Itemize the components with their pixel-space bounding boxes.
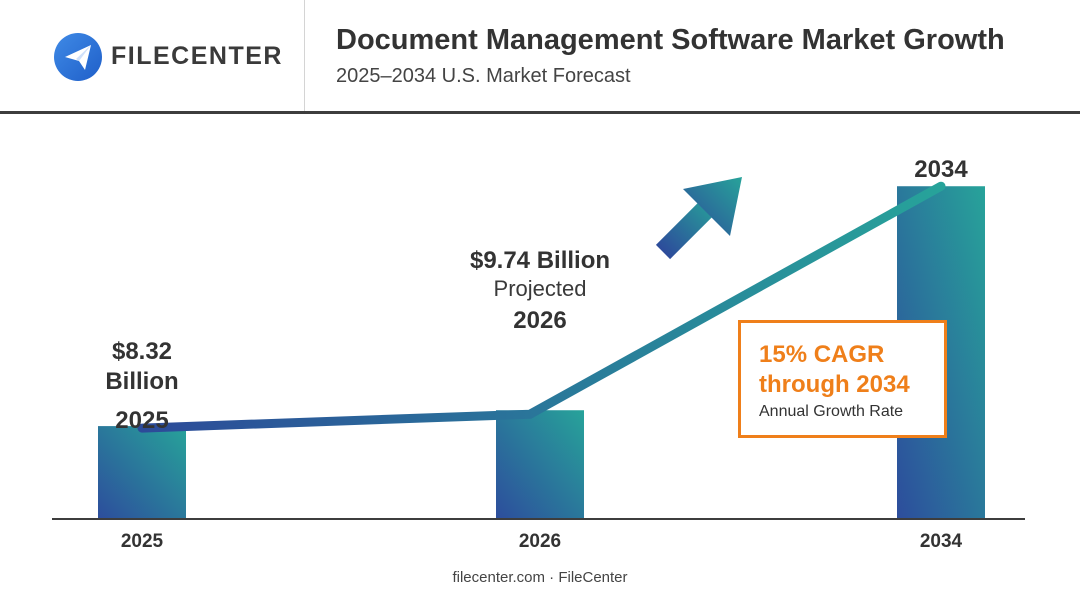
cagr-callout: 15% CAGR through 2034 Annual Growth Rate <box>738 320 947 438</box>
cagr-headline: 15% CAGR through 2034 <box>759 341 910 398</box>
x-tick-label: 2026 <box>519 531 561 552</box>
bar-2026-label: $9.74 Billion Projected 2026 <box>440 246 640 336</box>
footer-credit: filecenter.com · FileCenter <box>452 569 628 586</box>
bar-2025 <box>98 426 186 519</box>
x-tick-label: 2034 <box>920 531 963 552</box>
bar-2026-year-label: 2026 <box>513 307 567 334</box>
bar-2025-value: $8.32 Billion <box>105 338 179 395</box>
bar-2034-year-label: 2034 <box>914 156 968 183</box>
cagr-caption: Annual Growth Rate <box>759 403 904 420</box>
bar-2026 <box>496 410 584 519</box>
bar-chart: 2025 2026 2034 <box>52 177 1025 552</box>
paper-plane-icon <box>54 33 102 81</box>
bar-2026-note: Projected <box>493 276 587 301</box>
logo: FILECENTER <box>0 0 305 111</box>
page-title: Document Management Software Market Grow… <box>336 24 1005 56</box>
growth-arrow-icon <box>655 177 742 260</box>
trend-line <box>137 181 946 433</box>
bar-2025-label: $8.32 Billion 2025 <box>92 337 192 436</box>
bar-2025-year-label: 2025 <box>115 407 169 434</box>
x-tick-label: 2025 <box>121 531 164 552</box>
bar-2034-label: 2034 <box>891 155 991 185</box>
page-subtitle: 2025–2034 U.S. Market Forecast <box>336 65 631 87</box>
bar-2026-value: $9.74 Billion <box>469 247 611 274</box>
header: FILECENTER Document Management Software … <box>0 0 1080 114</box>
brand-name: FILECENTER <box>111 42 283 70</box>
